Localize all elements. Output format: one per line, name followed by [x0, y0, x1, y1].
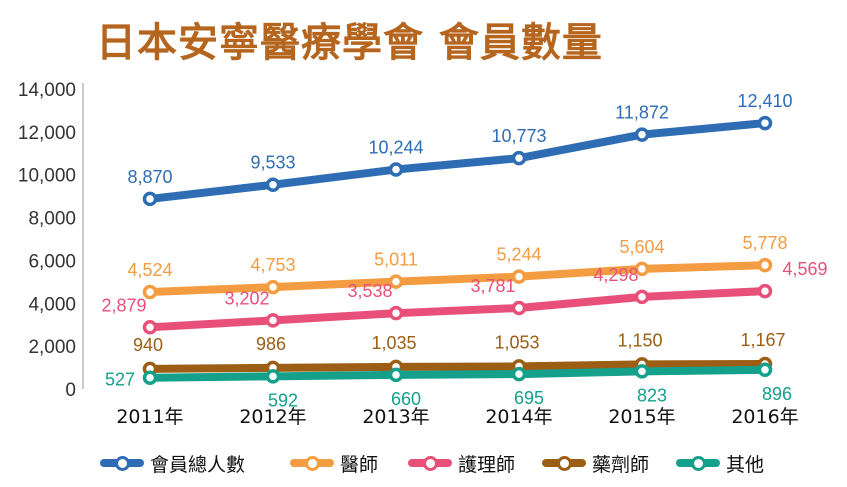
legend-item: 會員總人數: [100, 448, 245, 478]
series-line-2: [146, 261, 769, 297]
y-tick-label: 2,000: [28, 337, 76, 358]
y-tick-label: 10,000: [18, 166, 76, 187]
data-point: [388, 274, 404, 289]
data-label: 1,053: [494, 332, 539, 352]
y-tick-label: 0: [65, 380, 76, 401]
legend-swatch: [408, 448, 452, 478]
x-tick-label: 2012年: [239, 406, 306, 428]
data-label: 8,870: [127, 167, 172, 187]
data-label: 10,773: [491, 126, 546, 146]
x-tick-label: 2015年: [608, 406, 675, 428]
x-tick-label: 2016年: [731, 406, 798, 428]
data-label: 12,410: [737, 91, 792, 111]
data-label: 4,298: [593, 265, 638, 285]
legend-swatch: [100, 448, 144, 478]
data-label: 4,524: [127, 260, 172, 280]
data-point: [265, 313, 281, 328]
x-tick-label: 2011年: [116, 406, 183, 428]
chart-legend: 會員總人數 醫師 護理師 藥劑師 其他: [100, 448, 840, 478]
data-point: [757, 115, 773, 131]
data-label: 660: [391, 389, 421, 409]
data-label: 3,781: [470, 276, 515, 296]
data-point: [757, 362, 773, 378]
data-label: 10,244: [368, 137, 423, 157]
data-label: 5,604: [619, 237, 664, 257]
legend-label: 護理師: [458, 453, 516, 476]
legend-item: 護理師: [408, 448, 515, 478]
data-label: 5,011: [374, 250, 418, 270]
series-line-3: [146, 287, 769, 332]
data-label: 986: [256, 334, 286, 354]
data-point: [757, 283, 773, 299]
data-point: [265, 177, 281, 192]
legend-item: 藥劑師: [542, 448, 649, 478]
data-label: 1,150: [617, 330, 662, 350]
legend-label: 會員總人數: [150, 453, 246, 476]
data-point: [388, 305, 404, 321]
data-point: [388, 367, 404, 383]
data-label: 2,879: [101, 295, 146, 315]
data-label: 4,569: [782, 259, 827, 279]
data-point: [634, 261, 650, 277]
data-label: 3,538: [347, 281, 392, 301]
legend-swatch: [676, 448, 720, 478]
data-point: [142, 284, 158, 300]
data-point: [757, 257, 773, 273]
series-line-5: [146, 365, 769, 382]
data-point: [265, 369, 281, 384]
y-tick-label: 4,000: [28, 294, 76, 315]
data-point: [634, 364, 650, 379]
data-point: [142, 191, 158, 207]
data-label: 1,167: [740, 330, 785, 350]
data-label: 9,533: [250, 153, 295, 173]
data-point: [634, 289, 650, 305]
x-tick-label: 2014年: [485, 406, 552, 428]
data-label: 11,872: [615, 103, 669, 123]
legend-item: 其他: [676, 448, 764, 478]
data-label: 3,202: [224, 288, 269, 308]
data-point: [634, 127, 650, 142]
data-label: 4,753: [250, 255, 295, 275]
data-point: [265, 279, 281, 295]
data-label: 823: [637, 385, 667, 405]
data-point: [142, 370, 158, 385]
legend-item: 醫師: [290, 448, 378, 478]
data-point: [388, 162, 404, 177]
data-label: 1,035: [371, 333, 416, 353]
data-point: [511, 300, 527, 316]
y-tick-label: 6,000: [28, 251, 76, 272]
x-tick-label: 2013年: [362, 406, 429, 428]
data-point: [511, 366, 527, 382]
y-tick-label: 12,000: [18, 123, 76, 144]
legend-swatch: [290, 448, 334, 478]
legend-swatch: [542, 448, 586, 478]
data-label: 5,244: [496, 245, 541, 265]
data-label: 695: [514, 388, 544, 408]
y-tick-label: 14,000: [18, 80, 76, 101]
legend-label: 醫師: [340, 453, 379, 476]
data-point: [511, 269, 527, 284]
data-point: [142, 320, 158, 335]
data-label: 5,778: [742, 233, 787, 253]
legend-label: 藥劑師: [592, 453, 650, 476]
series-line-4: [146, 359, 769, 373]
data-label: 592: [268, 390, 298, 410]
chart-title: 日本安寧醫療學會 會員數量: [96, 20, 603, 66]
legend-label: 其他: [726, 453, 765, 476]
series-line-1: [146, 119, 769, 203]
data-label: 527: [105, 370, 135, 390]
data-point: [511, 150, 527, 166]
y-tick-label: 8,000: [28, 209, 76, 230]
data-label: 896: [762, 384, 792, 404]
data-label: 940: [133, 335, 163, 355]
